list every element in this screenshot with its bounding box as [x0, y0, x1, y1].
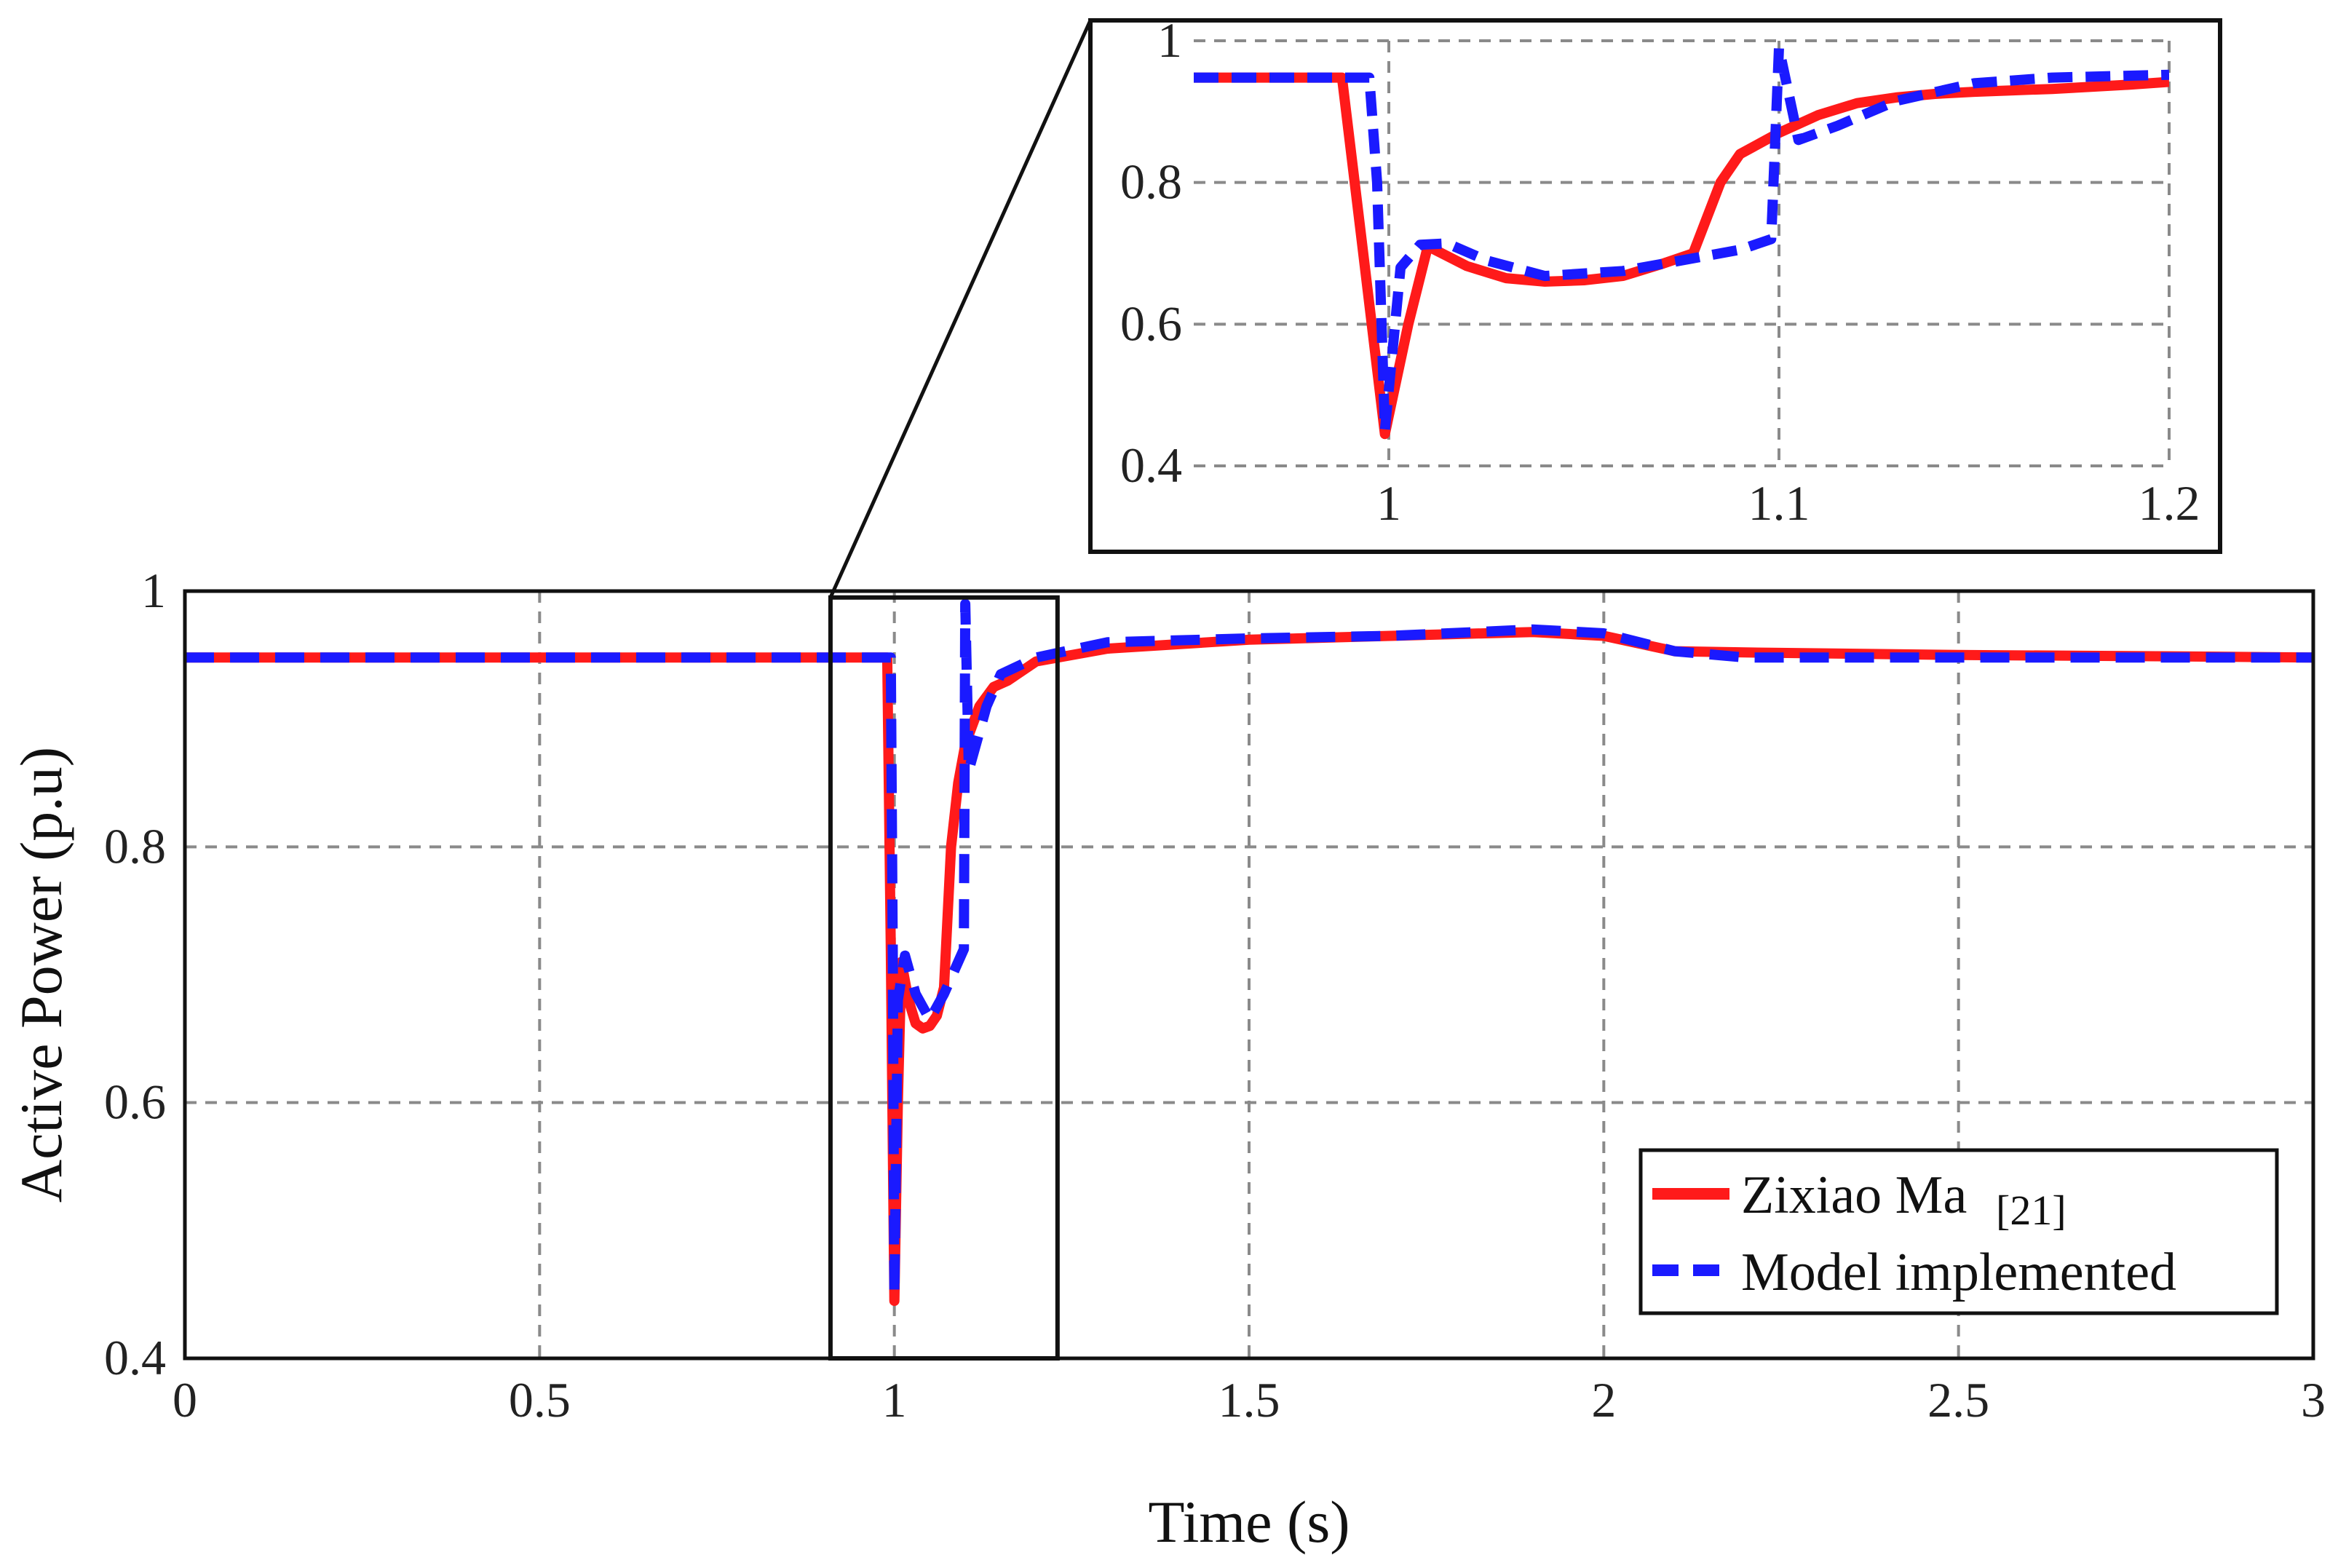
inset-x-tick-label: 1 — [1376, 475, 1401, 531]
inset-y-tick-labels: 0.4 0.6 0.8 1 — [1120, 12, 1182, 493]
inset-x-tick-labels: 1 1.1 1.2 — [1376, 475, 2200, 531]
zoom-connector-line — [828, 19, 1093, 598]
main-series-group — [185, 598, 2313, 1306]
y-axis-title: Active Power (p.u) — [8, 747, 74, 1203]
legend-label-model-implemented: Model implemented — [1741, 1243, 2176, 1302]
main-y-tick-label: 0.6 — [104, 1074, 166, 1130]
inset-plot: 1 1.1 1.2 0.4 0.6 0.8 1 — [1088, 12, 2222, 554]
inset-x-tick-label: 1.2 — [2139, 475, 2200, 531]
main-x-tick-label: 0 — [173, 1372, 197, 1428]
main-x-tick-label: 1.5 — [1218, 1372, 1280, 1428]
inset-x-tick-label: 1.1 — [1748, 475, 1810, 531]
main-x-tick-label: 3 — [2301, 1372, 2326, 1428]
inset-y-tick-label: 0.8 — [1120, 154, 1182, 210]
legend-ref-zixiao-ma: [21] — [1996, 1187, 2066, 1234]
legend-box — [1638, 1148, 2279, 1315]
inset-series-line-0 — [1194, 72, 2169, 440]
legend: Zixiao Ma [21] Model implemented — [1638, 1148, 2279, 1315]
main-x-tick-label: 2 — [1591, 1372, 1616, 1428]
main-x-tick-label: 2.5 — [1927, 1372, 1989, 1428]
main-plot-frame — [183, 589, 2315, 1361]
inset-y-tick-label: 0.6 — [1120, 296, 1182, 351]
inset-series-group — [1194, 42, 2169, 440]
main-plot: 0 0.5 1 1.5 2 2.5 3 0.4 0.6 0.8 1 Time (s) Active… — [8, 19, 2326, 1555]
inset-series-line-1 — [1194, 42, 2169, 436]
main-y-tick-label: 0.8 — [104, 818, 166, 874]
inset-y-tick-label: 1 — [1157, 12, 1182, 68]
x-axis-title: Time (s) — [1148, 1489, 1350, 1555]
main-y-tick-label: 0.4 — [104, 1330, 166, 1385]
legend-label-zixiao-ma: Zixiao Ma — [1741, 1165, 1967, 1225]
main-x-tick-labels: 0 0.5 1 1.5 2 2.5 3 — [173, 1372, 2326, 1428]
zoom-region-box — [828, 595, 1060, 1361]
main-x-tick-label: 0.5 — [509, 1372, 571, 1428]
main-y-tick-label: 1 — [141, 563, 166, 618]
inset-outer-frame — [1088, 18, 2222, 554]
main-series-line-1 — [185, 598, 2313, 1300]
inset-y-tick-label: 0.4 — [1120, 437, 1182, 493]
main-y-tick-labels: 0.4 0.6 0.8 1 — [104, 563, 166, 1385]
main-x-tick-label: 1 — [882, 1372, 907, 1428]
